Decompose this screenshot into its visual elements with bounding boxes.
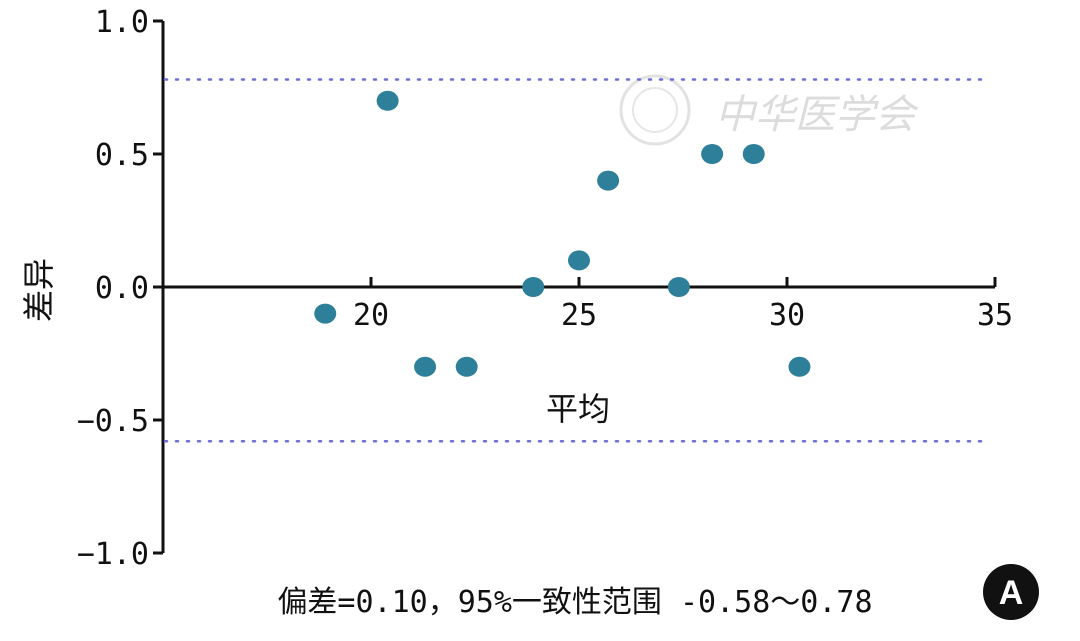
data-point [788,356,811,377]
data-point [701,144,724,164]
data-point [667,277,690,297]
caption: 偏差=0.10，95%一致性范围 -0.58～0.78 [277,585,872,620]
y-axis-label: 差异 [20,258,58,322]
x-tick-label: 30 [769,298,805,333]
x-tick-label: 35 [977,298,1013,333]
y-tick-label: 0.5 [95,138,149,173]
watermark-seal-inner-icon [632,87,678,133]
data-point [568,250,590,271]
x-axis-label: 平均 [546,390,610,428]
y-tick-label: 1.0 [95,5,149,40]
panel-label: A [999,574,1024,612]
watermark-text: 中华医学会 [715,92,919,138]
data-point [314,303,337,324]
watermark-seal-icon [619,74,691,146]
y-tick-label: −0.5 [77,404,149,439]
limits-of-agreement [163,78,987,443]
data-point [522,277,545,297]
data-point [376,90,399,111]
watermark: 中华医学会 [619,74,919,146]
panel-label-badge: A [983,564,1039,620]
data-point [414,356,437,377]
y-tick-label: −1.0 [77,537,149,572]
data-points [314,90,811,377]
x-ticks: 20 25 30 35 [353,277,1013,333]
y-ticks: 1.0 0.5 0.0 −0.5 −1.0 [77,5,163,572]
axes: 1.0 0.5 0.0 −0.5 −1.0 20 25 30 35 [77,5,1013,572]
x-tick-label: 25 [561,298,597,333]
data-point [597,170,620,191]
x-tick-label: 20 [353,298,389,333]
data-point [742,144,765,164]
data-point [455,356,478,377]
y-tick-label: 0.0 [95,271,149,306]
